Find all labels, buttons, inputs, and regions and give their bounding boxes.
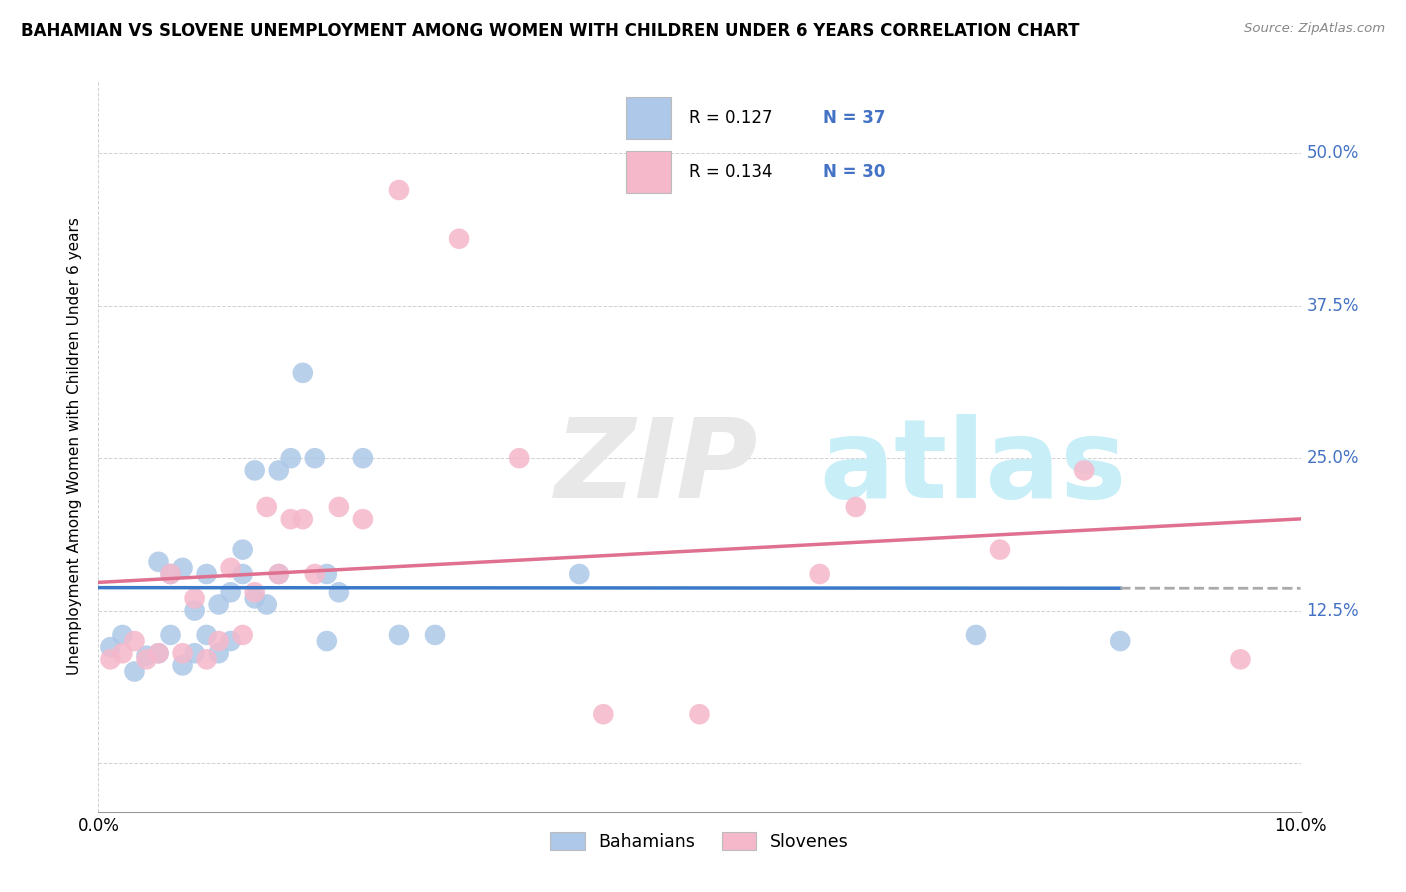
Y-axis label: Unemployment Among Women with Children Under 6 years: Unemployment Among Women with Children U…	[67, 217, 83, 675]
Point	[172, 646, 194, 660]
Text: N = 30: N = 30	[823, 163, 884, 181]
Point	[267, 567, 290, 582]
Point	[232, 567, 254, 582]
Point	[568, 567, 591, 582]
Point	[267, 567, 290, 582]
Point	[352, 512, 374, 526]
Point	[388, 628, 411, 642]
Point	[219, 634, 242, 648]
Point	[148, 555, 170, 569]
Point	[1073, 463, 1095, 477]
Point	[159, 628, 181, 642]
Text: N = 37: N = 37	[823, 109, 884, 127]
Point	[388, 183, 411, 197]
Legend: Bahamians, Slovenes: Bahamians, Slovenes	[543, 825, 856, 858]
Point	[219, 561, 242, 575]
Point	[243, 585, 266, 599]
Text: 12.5%: 12.5%	[1306, 601, 1360, 620]
Point	[315, 567, 337, 582]
Point	[988, 542, 1011, 557]
Point	[111, 646, 134, 660]
Bar	[626, 151, 672, 193]
Point	[592, 707, 614, 722]
Point	[808, 567, 831, 582]
Point	[148, 646, 170, 660]
Text: R = 0.134: R = 0.134	[689, 163, 772, 181]
Text: 25.0%: 25.0%	[1306, 450, 1360, 467]
Point	[352, 451, 374, 466]
Point	[183, 591, 205, 606]
Point	[183, 646, 205, 660]
Point	[208, 646, 231, 660]
Point	[208, 598, 231, 612]
Text: 50.0%: 50.0%	[1306, 145, 1360, 162]
Point	[148, 646, 170, 660]
Point	[1109, 634, 1132, 648]
Point	[100, 652, 122, 666]
Point	[243, 591, 266, 606]
Point	[100, 640, 122, 655]
Point	[304, 451, 326, 466]
Point	[135, 648, 157, 663]
Point	[111, 628, 134, 642]
Text: atlas: atlas	[820, 415, 1128, 522]
Point	[135, 652, 157, 666]
Point	[256, 598, 278, 612]
Point	[183, 604, 205, 618]
Point	[447, 232, 470, 246]
Text: 37.5%: 37.5%	[1306, 297, 1360, 315]
Point	[291, 512, 314, 526]
Text: Source: ZipAtlas.com: Source: ZipAtlas.com	[1244, 22, 1385, 36]
Point	[172, 658, 194, 673]
Point	[423, 628, 446, 642]
Point	[232, 628, 254, 642]
Bar	[626, 97, 672, 139]
Point	[124, 665, 146, 679]
Point	[1229, 652, 1251, 666]
Point	[845, 500, 868, 514]
Text: ZIP: ZIP	[555, 415, 759, 522]
Point	[304, 567, 326, 582]
Point	[195, 628, 218, 642]
Text: BAHAMIAN VS SLOVENE UNEMPLOYMENT AMONG WOMEN WITH CHILDREN UNDER 6 YEARS CORRELA: BAHAMIAN VS SLOVENE UNEMPLOYMENT AMONG W…	[21, 22, 1080, 40]
Text: R = 0.127: R = 0.127	[689, 109, 772, 127]
Point	[280, 512, 302, 526]
Point	[291, 366, 314, 380]
Point	[124, 634, 146, 648]
Point	[243, 463, 266, 477]
Point	[219, 585, 242, 599]
Point	[508, 451, 530, 466]
Point	[256, 500, 278, 514]
Point	[159, 567, 181, 582]
Point	[159, 567, 181, 582]
Point	[328, 585, 350, 599]
Point	[688, 707, 710, 722]
Point	[195, 567, 218, 582]
Point	[965, 628, 987, 642]
Point	[328, 500, 350, 514]
Point	[280, 451, 302, 466]
Point	[208, 634, 231, 648]
Point	[195, 652, 218, 666]
Point	[267, 463, 290, 477]
Point	[232, 542, 254, 557]
Point	[315, 634, 337, 648]
Point	[172, 561, 194, 575]
